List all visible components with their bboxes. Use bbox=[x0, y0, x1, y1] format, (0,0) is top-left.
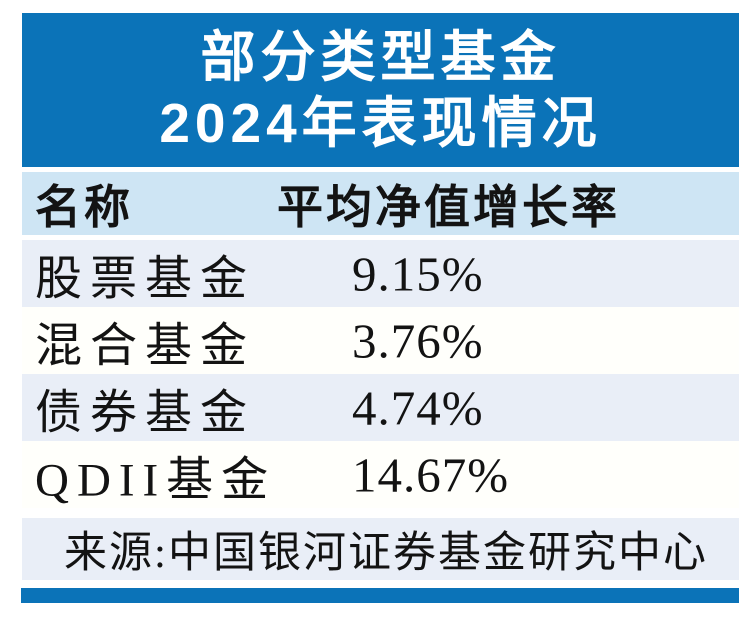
column-header-growth-rate: 平均净值增长率 bbox=[277, 180, 620, 233]
divider bbox=[22, 235, 739, 240]
table-header-row: 名称 平均净值增长率 bbox=[22, 172, 739, 235]
fund-name: 混合基金 bbox=[35, 320, 255, 372]
column-header-name: 名称 bbox=[35, 180, 133, 233]
table-row-mixed-fund: 混合基金 3.76% bbox=[22, 307, 739, 374]
chart-title-block: 部分类型基金 2024年表现情况 bbox=[22, 13, 739, 167]
title-line-2: 2024年表现情况 bbox=[159, 92, 602, 154]
table-row-qdii-fund: QDII基金 14.67% bbox=[22, 441, 739, 508]
fund-name: 股票基金 bbox=[35, 253, 255, 305]
source-text: 来源:中国银河证券基金研究中心 bbox=[64, 530, 708, 577]
fund-growth-value: 14.67% bbox=[352, 447, 510, 502]
table-row-stock-fund: 股票基金 9.15% bbox=[22, 240, 739, 307]
fund-name: QDII基金 bbox=[35, 454, 277, 506]
bottom-accent-bar bbox=[21, 588, 739, 603]
divider bbox=[22, 580, 739, 588]
divider bbox=[22, 508, 739, 518]
table-panel: 部分类型基金 2024年表现情况 名称 平均净值增长率 股票基金 9.15% 混… bbox=[21, 13, 739, 603]
title-line-1: 部分类型基金 bbox=[200, 26, 561, 88]
fund-growth-value: 9.15% bbox=[352, 246, 484, 301]
fund-growth-value: 4.74% bbox=[352, 380, 484, 435]
fund-name: 债券基金 bbox=[35, 387, 255, 439]
source-row: 来源:中国银河证券基金研究中心 bbox=[22, 518, 739, 580]
fund-growth-value: 3.76% bbox=[352, 313, 484, 368]
table-row-bond-fund: 债券基金 4.74% bbox=[22, 374, 739, 441]
divider bbox=[22, 167, 739, 172]
